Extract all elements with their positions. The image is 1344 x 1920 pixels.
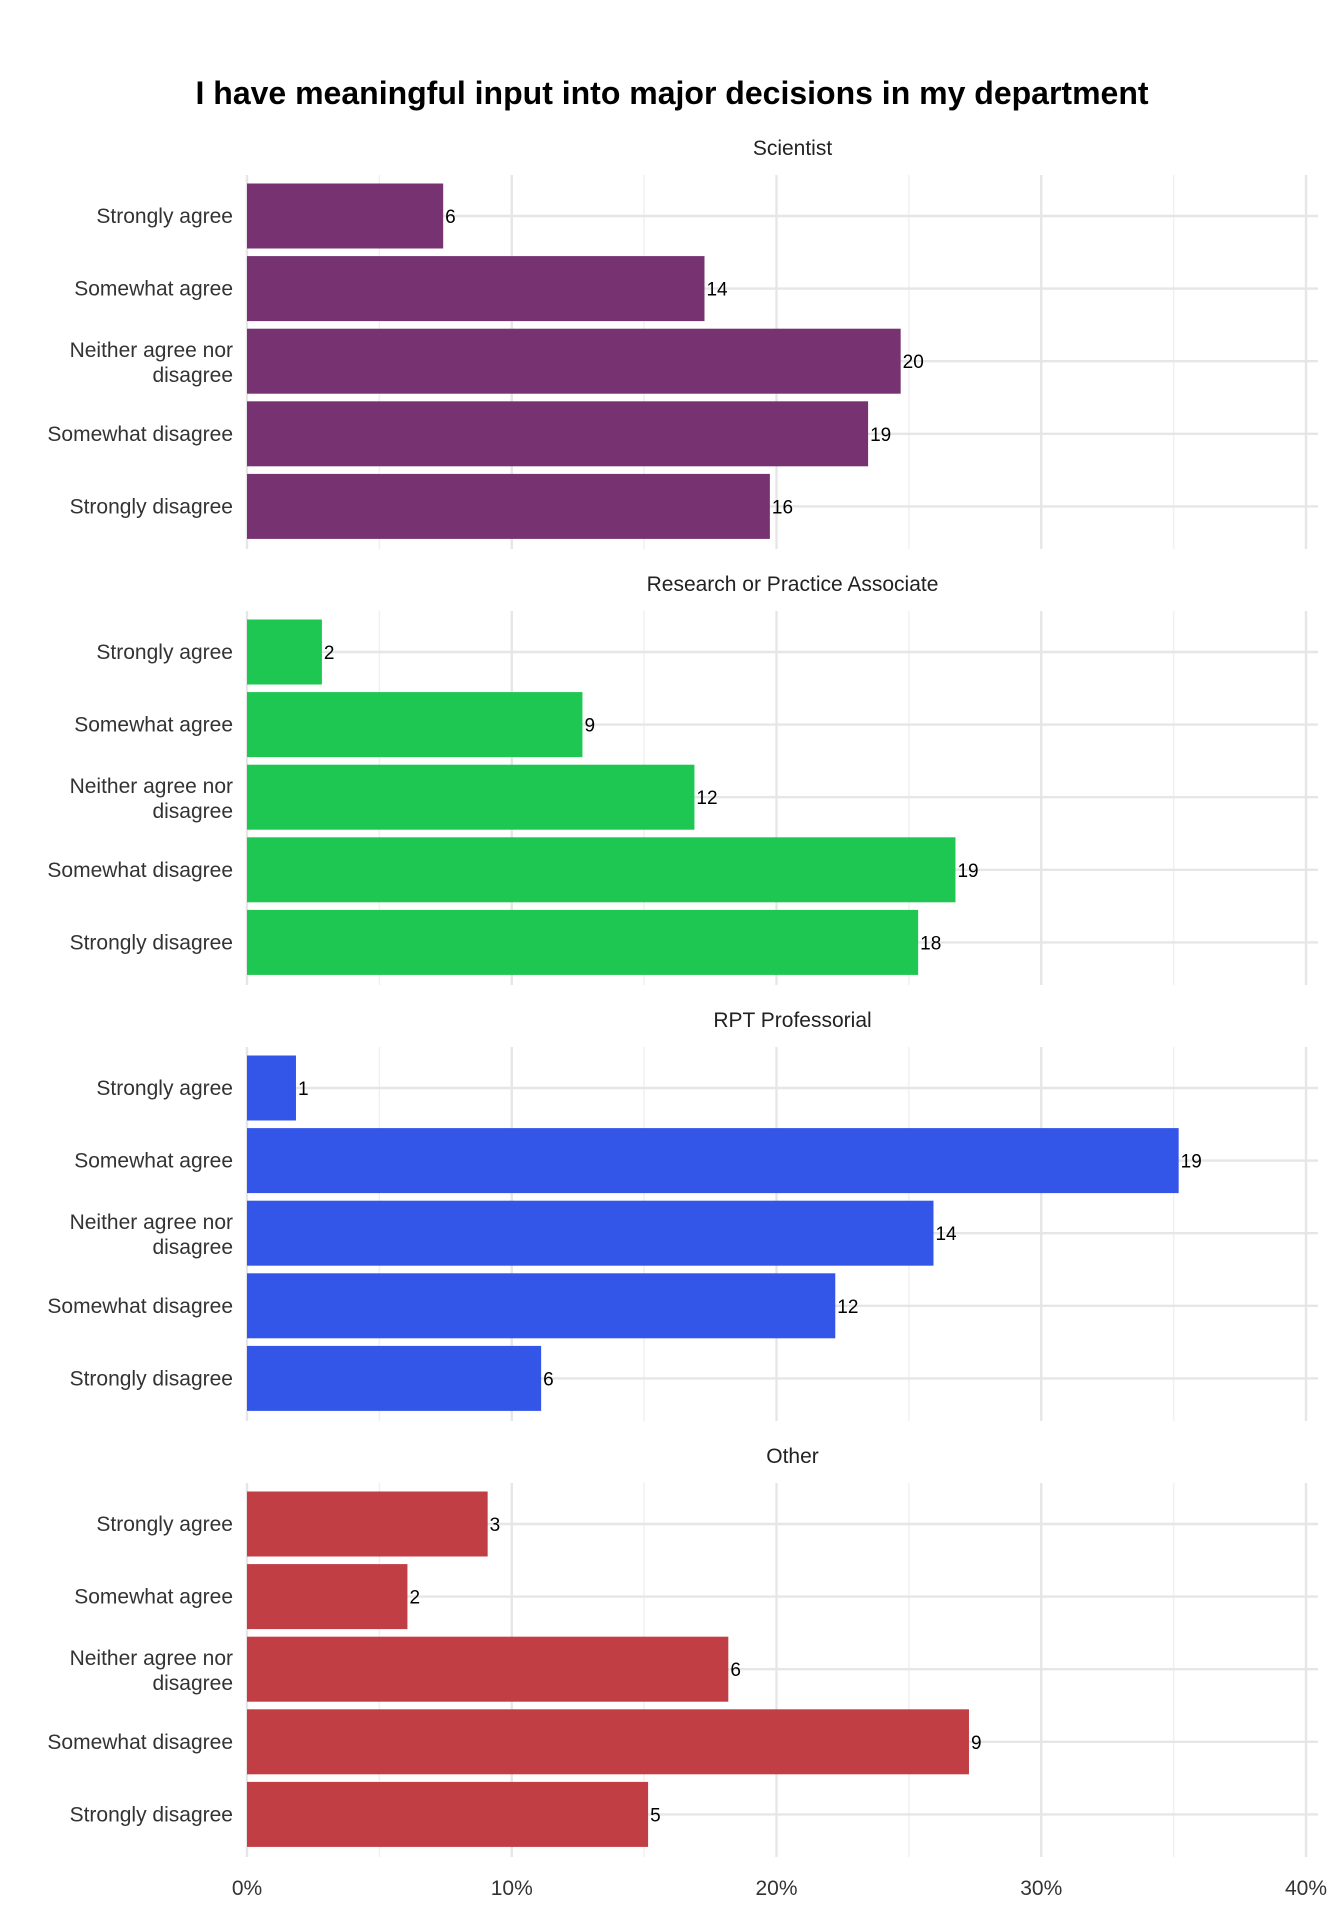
panel-title: RPT Professorial [713, 1009, 871, 1032]
bar-count-label: 3 [490, 1515, 501, 1536]
bar-count-label: 12 [696, 788, 717, 809]
bar [247, 473, 770, 539]
category-label-line: disagree [152, 800, 233, 823]
bar-count-label: 18 [920, 933, 941, 954]
panel-3: Other 3 Strongly agree 2 Somewhat agree 6 Neit… [47, 1445, 1318, 1857]
category-label: Strongly agree [96, 205, 233, 228]
bar-count-label: 1 [298, 1079, 309, 1100]
category-label-line: disagree [152, 364, 233, 387]
bar [247, 328, 901, 394]
bar [247, 619, 322, 685]
bar [247, 401, 869, 467]
category-label: Strongly agree [96, 1077, 233, 1100]
category-label: Somewhat agree [74, 1586, 233, 1609]
panel-title: Other [766, 1445, 819, 1468]
bar-count-label: 19 [1181, 1152, 1202, 1173]
x-tick-label: 0% [232, 1877, 262, 1900]
bar [247, 256, 705, 322]
bar [247, 1345, 542, 1411]
category-label: Strongly agree [96, 641, 233, 664]
bar [247, 909, 919, 975]
bar [247, 183, 444, 249]
x-tick-label: 40% [1285, 1877, 1327, 1900]
bar-count-label: 5 [650, 1805, 661, 1826]
category-label: Strongly disagree [70, 931, 233, 954]
x-tick-label: 30% [1020, 1877, 1062, 1900]
x-axis: 0% 10% 20% 30% 40% [232, 1877, 1327, 1900]
category-label: Somewhat agree [74, 1150, 233, 1173]
category-label-line: disagree [152, 1236, 233, 1259]
x-tick-label: 20% [755, 1877, 797, 1900]
bar-count-label: 6 [445, 207, 456, 228]
category-label: Somewhat disagree [47, 1295, 233, 1318]
x-tick-label: 10% [491, 1877, 533, 1900]
bar [247, 837, 956, 903]
category-label: Somewhat disagree [47, 1731, 233, 1754]
category-label: Strongly agree [96, 1513, 233, 1536]
bar [247, 692, 583, 758]
category-label: Somewhat agree [74, 714, 233, 737]
bar [247, 1491, 488, 1557]
category-label: Strongly disagree [70, 1803, 233, 1826]
bar-count-label: 20 [903, 352, 924, 373]
bar [247, 1055, 296, 1121]
bar [247, 1200, 934, 1266]
panel-2: RPT Professorial 1 Strongly agree 19 Somewha… [47, 1009, 1318, 1421]
category-label: Neither agree nor disagree [70, 339, 233, 387]
category-label: Somewhat agree [74, 278, 233, 301]
category-label-line: Neither agree nor [70, 1211, 233, 1234]
bar-count-label: 2 [409, 1588, 420, 1609]
bar-count-label: 16 [772, 497, 793, 518]
category-label-line: Neither agree nor [70, 1647, 233, 1670]
category-label-line: Neither agree nor [70, 339, 233, 362]
bar-count-label: 14 [935, 1224, 957, 1245]
category-label: Somewhat disagree [47, 859, 233, 882]
bar [247, 1636, 729, 1702]
bar-count-label: 6 [730, 1660, 741, 1681]
bar-count-label: 2 [324, 643, 335, 664]
bar-count-label: 9 [971, 1733, 982, 1754]
panel-1: Research or Practice Associate 2 Strongly … [47, 573, 1318, 985]
bar [247, 764, 695, 830]
category-label: Somewhat disagree [47, 423, 233, 446]
bar [247, 1564, 408, 1630]
bar-count-label: 9 [584, 716, 595, 737]
bar [247, 1709, 969, 1775]
bar-count-label: 14 [706, 280, 728, 301]
category-label: Neither agree nor disagree [70, 1647, 233, 1695]
bar [247, 1128, 1179, 1194]
bar [247, 1273, 836, 1339]
bar [247, 1781, 649, 1847]
category-label-line: disagree [152, 1672, 233, 1695]
category-label: Strongly disagree [70, 495, 233, 518]
bar-count-label: 12 [837, 1297, 858, 1318]
bar-count-label: 19 [870, 425, 891, 446]
bar-count-label: 6 [543, 1369, 554, 1390]
chart-panels: Scientist 6 Strongly agree 14 Somewhat agree… [47, 137, 1318, 1857]
panel-title: Research or Practice Associate [647, 573, 939, 596]
category-label: Neither agree nor disagree [70, 1211, 233, 1259]
category-label-line: Neither agree nor [70, 775, 233, 798]
panel-title: Scientist [753, 137, 833, 160]
category-label: Neither agree nor disagree [70, 775, 233, 823]
category-label: Strongly disagree [70, 1367, 233, 1390]
panel-0: Scientist 6 Strongly agree 14 Somewhat agree… [47, 137, 1318, 549]
chart-title: I have meaningful input into major decis… [195, 75, 1148, 111]
bar-count-label: 19 [957, 861, 978, 882]
